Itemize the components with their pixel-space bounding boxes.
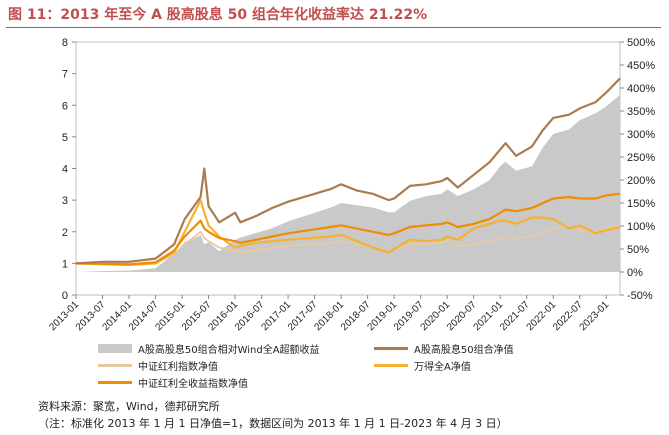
title-rule bbox=[6, 27, 661, 28]
x-tick-label: 2023-01 bbox=[578, 299, 612, 333]
left-tick-label: 5 bbox=[62, 132, 68, 144]
dividend-total-line bbox=[75, 192, 621, 266]
right-tick-label: 300% bbox=[627, 129, 655, 141]
left-tick-label: 6 bbox=[62, 100, 68, 112]
right-tick-label: 0% bbox=[627, 267, 643, 279]
portfolio-line bbox=[75, 77, 621, 265]
left-tick-label: 3 bbox=[62, 195, 68, 207]
right-tick-label: 500% bbox=[627, 37, 655, 49]
left-tick-label: 0 bbox=[62, 290, 68, 302]
right-tick-label: 400% bbox=[627, 83, 655, 95]
right-tick-label: 250% bbox=[627, 152, 655, 164]
left-tick-label: 8 bbox=[62, 37, 68, 49]
area-series-layer bbox=[76, 94, 620, 273]
left-tick-label: 4 bbox=[62, 164, 68, 176]
left-tick-label: 7 bbox=[62, 69, 68, 81]
excess-area bbox=[76, 94, 620, 273]
left-tick-label: 1 bbox=[62, 258, 68, 270]
note-text: （注：标准化 2013 年 1 月 1 日净值=1，数据区间为 2013 年 1… bbox=[38, 417, 508, 430]
line-series-layer bbox=[75, 77, 621, 267]
right-tick-label: 100% bbox=[627, 221, 655, 233]
right-tick-label: 150% bbox=[627, 198, 655, 210]
right-tick-label: -50% bbox=[627, 290, 653, 302]
left-tick-label: 2 bbox=[62, 227, 68, 239]
right-tick-label: 450% bbox=[627, 60, 655, 72]
wind-a-line bbox=[75, 199, 621, 267]
right-tick-label: 50% bbox=[627, 244, 649, 256]
right-tick-label: 200% bbox=[627, 175, 655, 187]
figure-title: 图 11：2013 年至今 A 股高股息 50 组合年化收益率达 21.22% bbox=[8, 7, 428, 23]
source-text: 资料来源：聚宽，Wind，德邦研究所 bbox=[38, 400, 220, 413]
right-tick-label: 350% bbox=[627, 106, 655, 118]
